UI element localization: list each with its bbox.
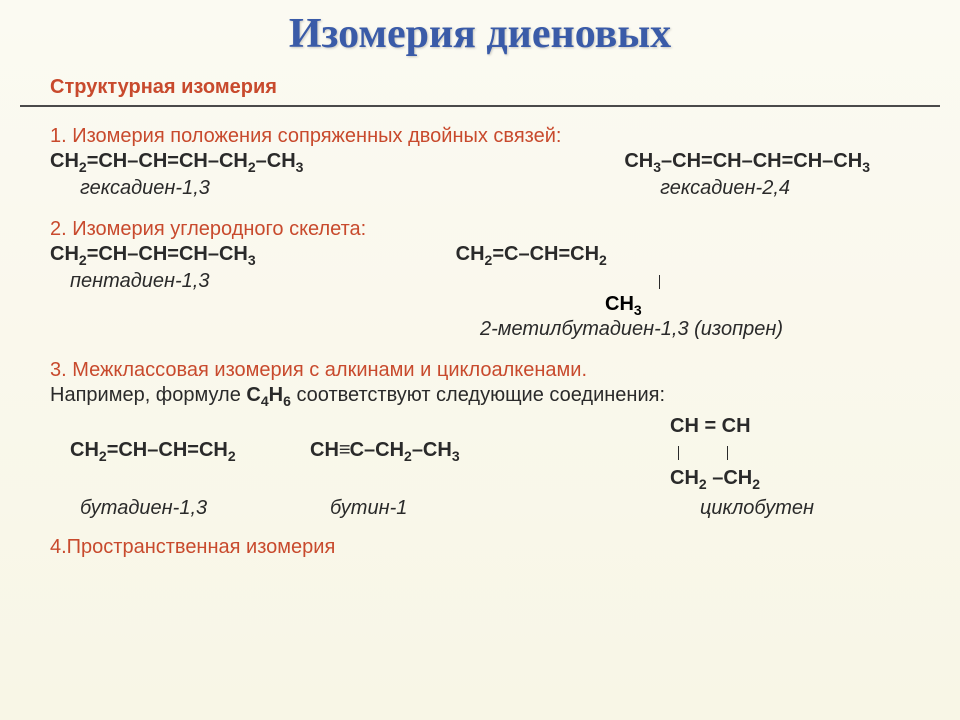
name-hexadiene13: гексадиен-1,3 <box>50 177 210 200</box>
section1-names: гексадиен-1,3 гексадиен-2,4 <box>50 177 910 200</box>
isoprene-branch: CH3 <box>50 293 910 318</box>
section3-head: 3. Межклассовая изомерия с алкинами и ци… <box>50 359 910 382</box>
name-isoprene: 2-метилбутадиен-1,3 (изопрен) <box>50 318 910 341</box>
section3-text: Например, формуле C4H6 соответствуют сле… <box>50 384 910 409</box>
c4h6-formulas: CH2=CH–CH=CH2 CH≡C–CH2–CH3 CH = CH CH2 –… <box>50 413 910 493</box>
section1-formulas: CH2=CH–CH=CH–CH2–CH3 CH3–CH=CH–CH=CH–CH3 <box>50 150 910 175</box>
formula-cyclobutene: CH = CH CH2 –CH2 <box>570 413 910 493</box>
formula-hexadiene24: CH3–CH=CH–CH=CH–CH3 <box>624 150 910 175</box>
c4h6-formula: C4H6 <box>246 384 291 406</box>
name-butyne: бутин-1 <box>310 497 570 520</box>
formula-butadiene: CH2=CH–CH=CH2 <box>50 413 310 464</box>
c4h6-names: бутадиен-1,3 бутин-1 циклобутен <box>50 497 910 520</box>
section2-head: 2. Изомерия углеродного скелета: <box>50 218 910 241</box>
subtitle: Структурная изомерия <box>50 76 910 99</box>
formula-isoprene-top: CH2=C–CH=CH2 <box>456 243 607 268</box>
section2-formulas: CH2=CH–CH=CH–CH3 CH2=C–CH=CH2 <box>50 243 910 268</box>
name-hexadiene24: гексадиен-2,4 <box>660 177 910 200</box>
section1-head: 1. Изомерия положения сопряженных двойны… <box>50 125 910 148</box>
page-title: Изомерия диеновых <box>50 10 910 58</box>
formula-pentadiene13: CH2=CH–CH=CH–CH3 <box>50 243 256 268</box>
formula-butyne: CH≡C–CH2–CH3 <box>310 413 570 464</box>
isoprene-bond <box>657 270 910 293</box>
divider <box>20 105 940 107</box>
name-pentadiene13: пентадиен-1,3 <box>50 270 209 293</box>
name-butadiene: бутадиен-1,3 <box>50 497 310 520</box>
formula-hexadiene13: CH2=CH–CH=CH–CH2–CH3 <box>50 150 303 175</box>
name-cyclobutene: циклобутен <box>570 497 910 520</box>
section4-head: 4.Пространственная изомерия <box>50 536 910 559</box>
